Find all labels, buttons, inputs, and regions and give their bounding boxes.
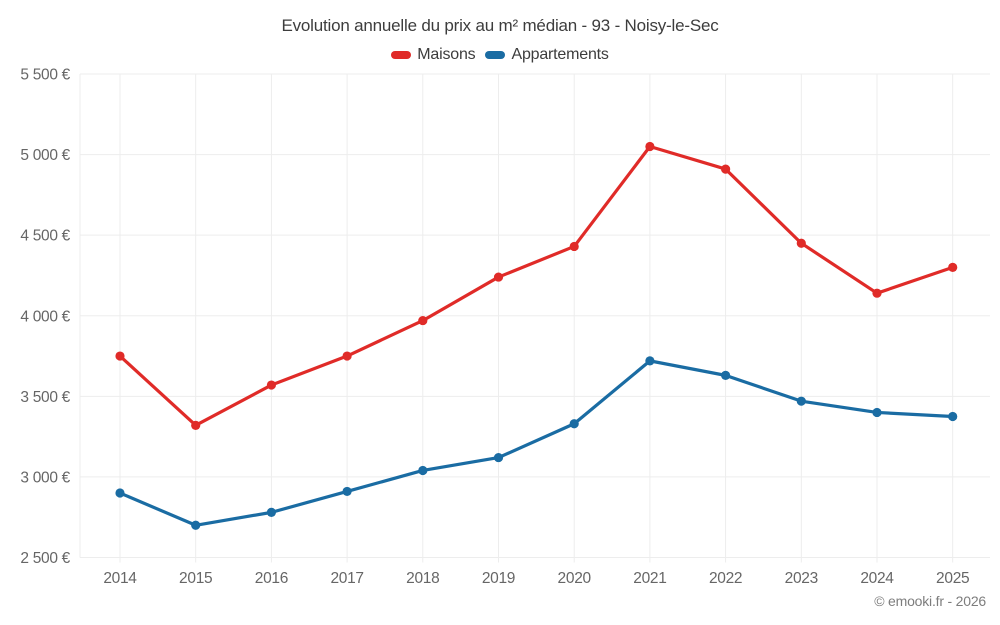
x-axis-tick-label: 2023 xyxy=(785,570,818,587)
series-line-appartements xyxy=(118,359,955,527)
legend-label-appartements: Appartements xyxy=(511,46,609,63)
data-point-appartements-2025[interactable] xyxy=(948,411,958,422)
data-point-maisons-2020[interactable] xyxy=(569,241,579,252)
data-point-maisons-2016[interactable] xyxy=(266,380,276,390)
y-axis-tick-label: 5 000 € xyxy=(20,147,70,164)
data-point-appartements-2014[interactable] xyxy=(115,488,125,498)
data-point-appartements-2021[interactable] xyxy=(645,356,655,366)
data-point-appartements-2024[interactable] xyxy=(872,407,882,418)
legend-item-maisons[interactable]: Maisons xyxy=(391,46,476,64)
maisons-legend-swatch-icon xyxy=(391,51,412,59)
data-point-appartements-2022[interactable] xyxy=(721,370,731,380)
data-point-maisons-2022[interactable] xyxy=(721,164,731,174)
x-axis-tick-label: 2017 xyxy=(330,570,363,587)
x-axis-tick-label: 2015 xyxy=(179,570,212,587)
data-point-maisons-2017[interactable] xyxy=(342,351,352,361)
x-axis-tick-label: 2018 xyxy=(406,570,439,587)
data-point-maisons-2024[interactable] xyxy=(872,288,882,298)
footer-credit: © emooki.fr - 2026 xyxy=(874,593,986,609)
data-point-appartements-2019[interactable] xyxy=(493,452,504,463)
data-point-maisons-2018[interactable] xyxy=(418,315,428,326)
series-line-maisons xyxy=(118,144,955,427)
data-point-appartements-2020[interactable] xyxy=(569,419,579,429)
data-point-maisons-2025[interactable] xyxy=(948,262,958,272)
legend-item-appartements[interactable]: Appartements xyxy=(485,46,609,64)
chart-legend: Maisons Appartements xyxy=(0,46,1000,64)
legend-label-maisons: Maisons xyxy=(417,46,476,63)
x-axis-tick-label: 2020 xyxy=(558,570,592,587)
data-point-appartements-2018[interactable] xyxy=(418,465,428,476)
chart-title: Evolution annuelle du prix au m² médian … xyxy=(281,16,719,35)
data-point-appartements-2016[interactable] xyxy=(266,507,276,517)
y-axis-tick-label: 5 500 € xyxy=(20,67,70,84)
y-axis-tick-label: 4 500 € xyxy=(20,228,70,245)
data-point-maisons-2021[interactable] xyxy=(645,141,655,152)
y-axis-tick-label: 4 000 € xyxy=(20,308,70,325)
y-axis-tick-label: 3 000 € xyxy=(20,469,70,486)
x-axis-tick-label: 2022 xyxy=(709,570,742,587)
data-point-maisons-2023[interactable] xyxy=(796,238,806,248)
data-point-appartements-2015[interactable] xyxy=(191,520,201,530)
data-point-maisons-2014[interactable] xyxy=(115,351,125,361)
appartements-legend-swatch-icon xyxy=(485,51,506,59)
y-axis-tick-label: 2 500 € xyxy=(20,550,70,567)
y-axis-tick-label: 3 500 € xyxy=(20,389,70,406)
data-point-maisons-2015[interactable] xyxy=(191,420,201,430)
data-point-appartements-2017[interactable] xyxy=(342,486,352,497)
x-axis-tick-label: 2014 xyxy=(103,570,137,587)
x-axis-tick-label: 2019 xyxy=(482,570,515,587)
x-axis-tick-label: 2016 xyxy=(255,570,288,587)
data-point-maisons-2019[interactable] xyxy=(493,272,504,282)
x-axis-tick-label: 2025 xyxy=(936,570,969,587)
x-axis-tick-label: 2024 xyxy=(860,570,894,587)
data-point-appartements-2023[interactable] xyxy=(796,396,806,406)
x-axis-tick-label: 2021 xyxy=(633,570,666,587)
